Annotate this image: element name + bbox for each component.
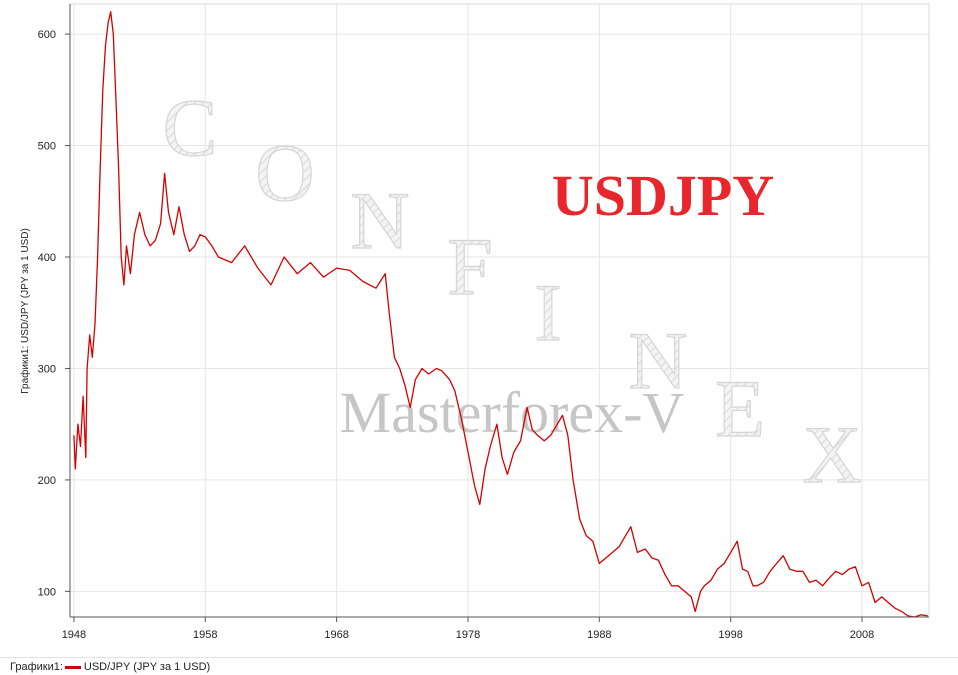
watermark-letter: O [255,127,314,218]
watermark-text: Masterforex-V [340,380,685,445]
plot-area [69,3,930,618]
y-tick-label: 600 [38,29,56,41]
series-line [73,11,928,618]
y-tick-label: 300 [38,363,56,375]
y-tick-label: 500 [38,141,56,153]
x-tick-label: 1998 [718,629,742,641]
y-tick-label: 100 [38,586,56,598]
x-tick-label: 1968 [324,629,348,641]
legend: Графики1: USD/JPY (JPY за 1 USD) [10,659,210,675]
x-tick-label: 2008 [850,629,874,641]
watermark-letter: E [715,363,765,454]
x-tick-label: 1978 [456,629,480,641]
series-layer [73,11,928,618]
legend-label: USD/JPY (JPY за 1 USD) [83,661,211,673]
x-tick-label: 1948 [62,629,86,641]
grid-lines [70,4,929,617]
watermark-letter: N [350,175,409,266]
x-tick-label: 1958 [193,629,217,641]
watermark-letter: I [534,267,561,358]
watermark-letter: X [802,409,861,500]
x-tick-label: 1988 [587,629,611,641]
watermark-letter: C [163,82,218,173]
axes: 1948 1958 1968 1978 1988 1998 2008 100 200 300 400… [38,4,929,641]
y-axis-title: Графики1: USD/JPY (JPY за 1 USD) [19,228,31,394]
y-tick-label: 200 [38,475,56,487]
watermark-letter: N [628,315,687,406]
watermark-letter: F [447,221,493,312]
legend-separator [0,657,958,658]
chart-title: USDJPY [552,163,774,228]
y-tick-label: 400 [38,252,56,264]
legend-prefix: Графики1: [10,661,63,673]
legend-swatch [64,665,81,669]
